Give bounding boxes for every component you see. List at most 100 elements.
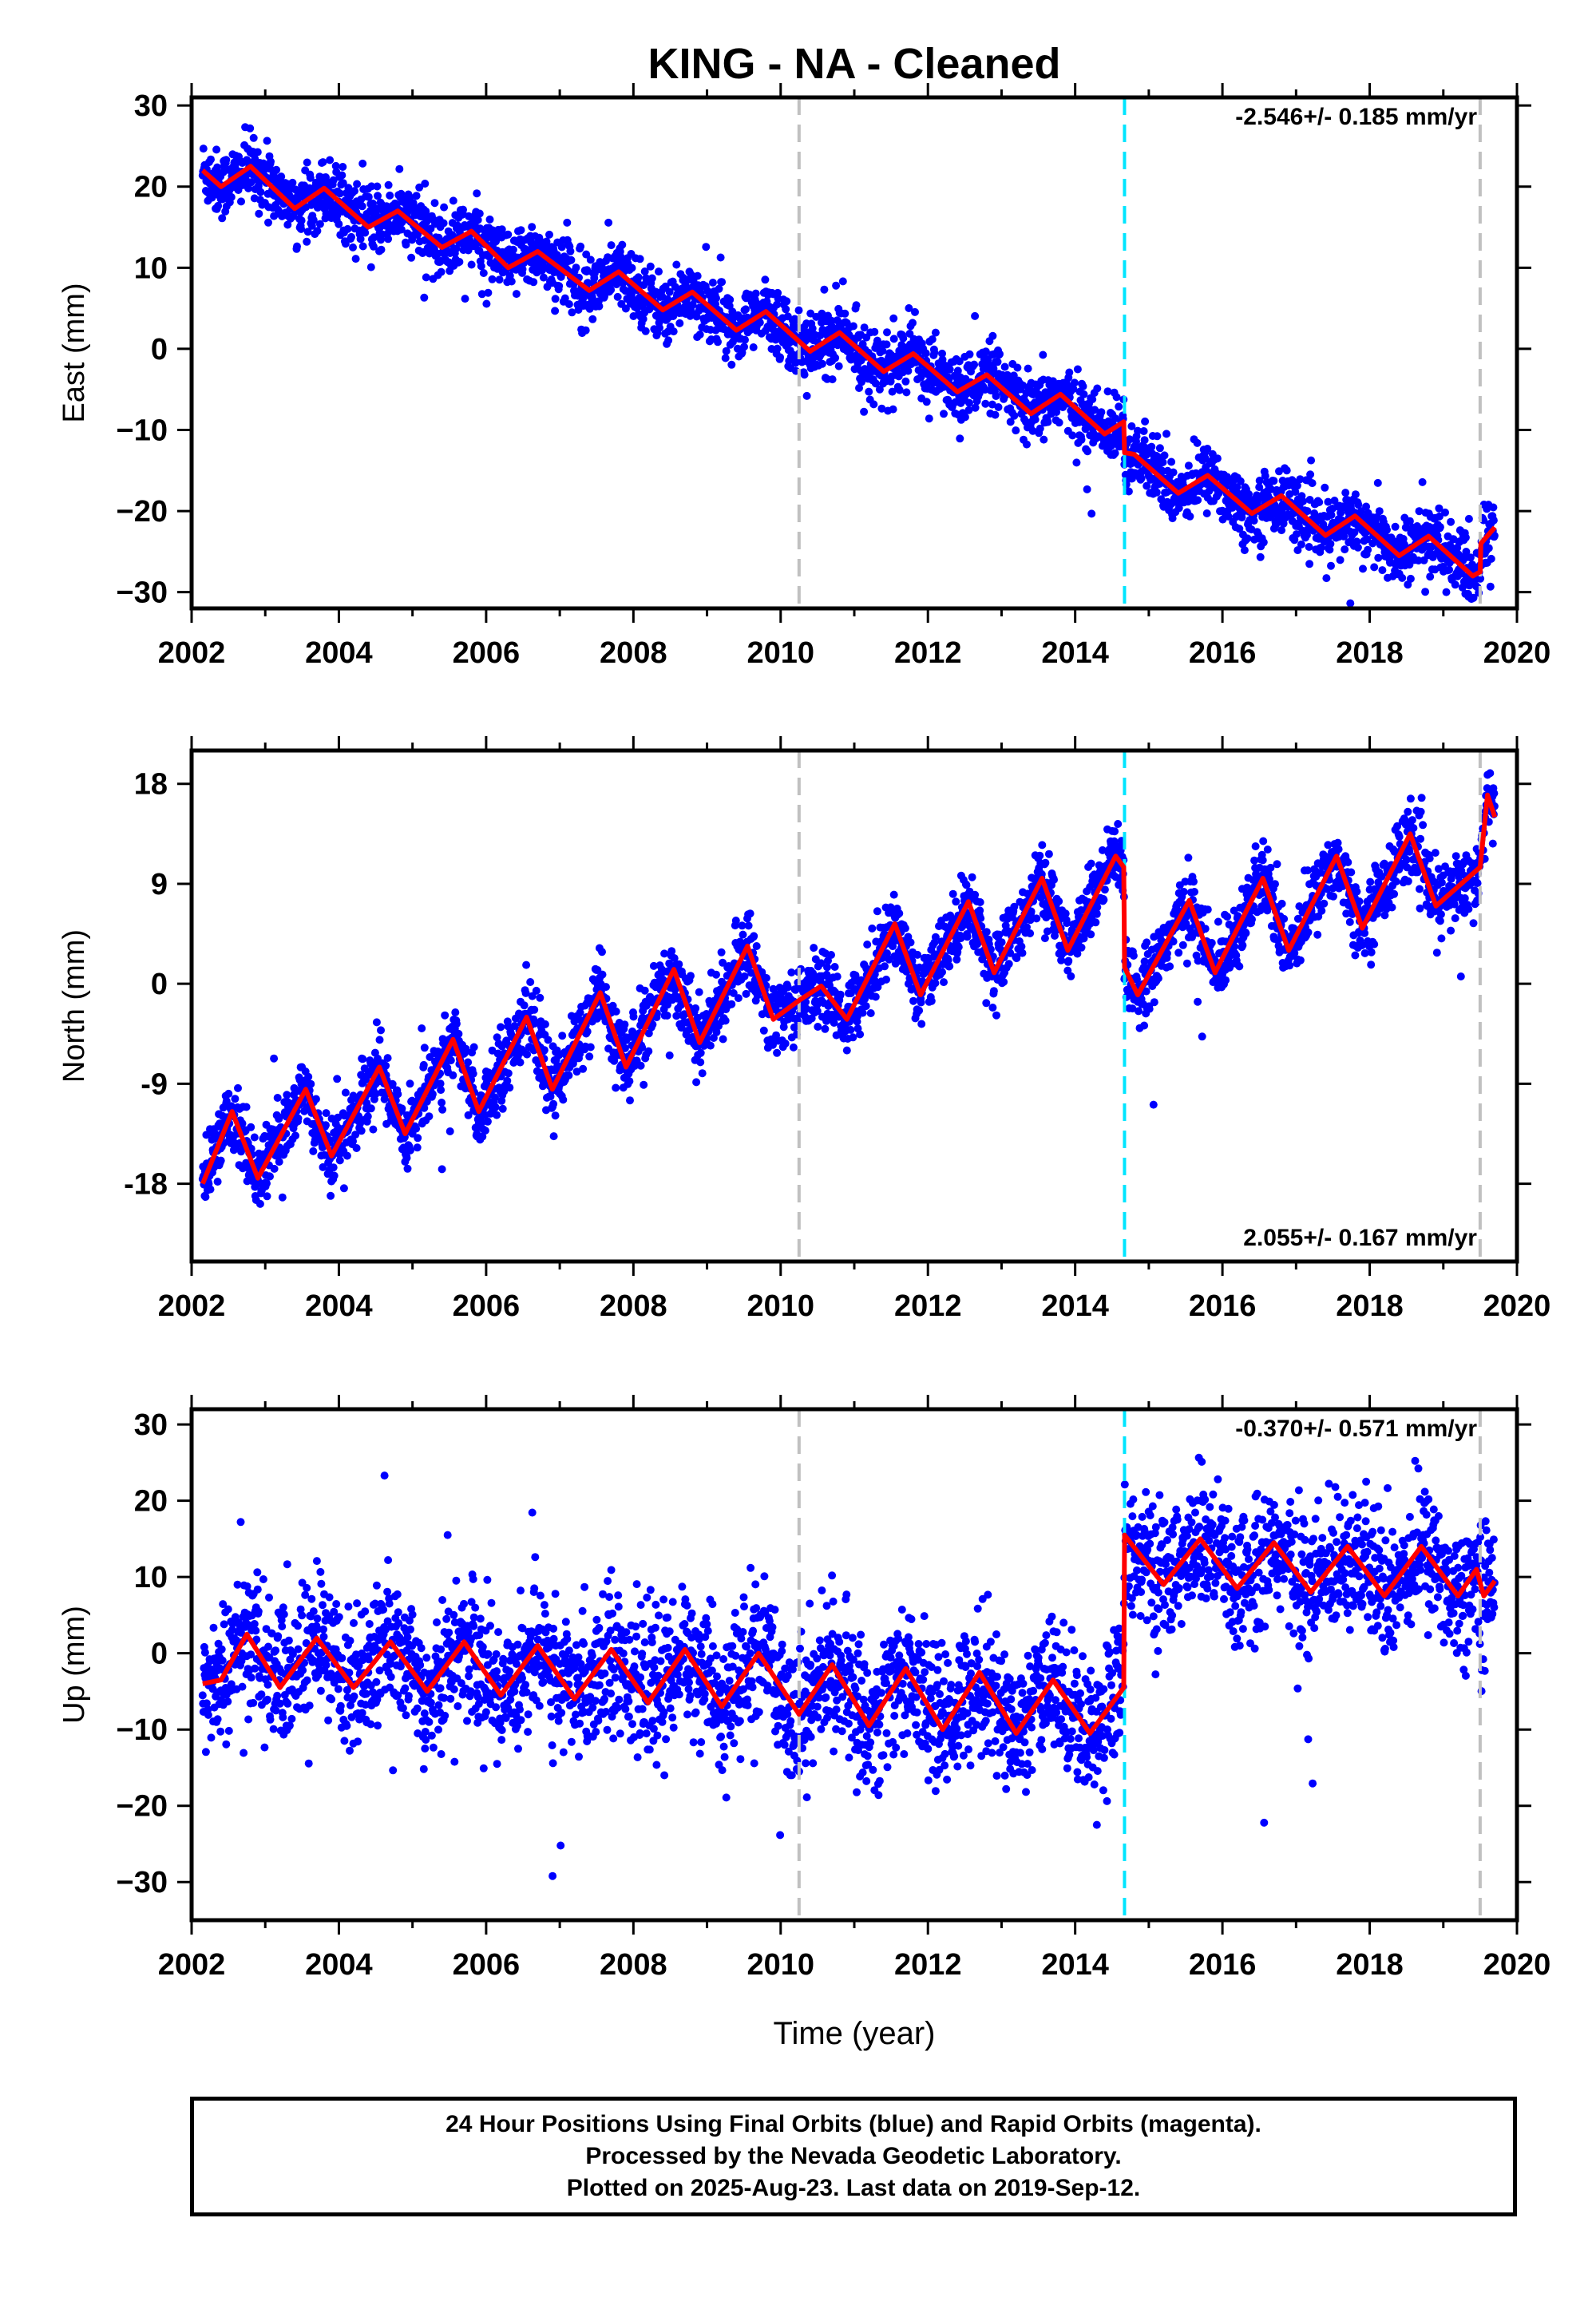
data-point <box>542 237 551 246</box>
data-point <box>370 233 378 242</box>
data-point <box>727 360 736 369</box>
y-axis-label: East (mm) <box>57 283 91 422</box>
data-point <box>477 262 485 271</box>
data-point <box>746 909 754 918</box>
data-point <box>1174 504 1183 513</box>
data-point <box>469 1043 478 1052</box>
data-point <box>914 366 923 374</box>
data-point <box>613 292 622 301</box>
data-point <box>227 192 236 201</box>
data-point <box>1303 507 1312 516</box>
data-point <box>1137 474 1146 483</box>
data-point <box>1451 580 1459 589</box>
data-point <box>568 308 576 317</box>
data-point <box>526 978 535 986</box>
data-point <box>1036 424 1044 433</box>
data-point <box>904 366 913 375</box>
data-point <box>224 1089 233 1098</box>
panels: 2002 2004 2006 2008 2010 2012 2014 2016 2018 2020… <box>57 83 1550 2051</box>
data-point <box>1435 512 1444 521</box>
data-point <box>955 357 964 366</box>
data-point <box>789 1043 798 1052</box>
data-point <box>414 230 422 239</box>
data-point <box>283 1091 291 1099</box>
data-point <box>727 1000 736 1008</box>
data-point <box>491 1103 500 1111</box>
data-point <box>421 180 430 188</box>
data-point <box>214 201 223 210</box>
data-point <box>693 271 702 280</box>
data-point <box>1445 565 1454 574</box>
data-point <box>1486 582 1495 591</box>
data-points <box>198 769 1499 1208</box>
data-point <box>852 301 861 310</box>
data-point <box>567 255 576 264</box>
data-point <box>1235 525 1244 533</box>
data-point <box>1193 438 1202 447</box>
data-point <box>1484 544 1493 553</box>
data-point <box>1346 599 1355 608</box>
data-point <box>329 176 338 184</box>
data-point <box>740 343 748 351</box>
data-point <box>744 921 753 930</box>
data-point <box>612 280 621 289</box>
data-point <box>1398 573 1407 582</box>
data-point <box>1378 566 1387 575</box>
data-point <box>357 1127 366 1135</box>
data-point <box>1363 535 1372 544</box>
data-point <box>981 347 990 356</box>
data-point <box>552 251 561 259</box>
data-point <box>250 1133 259 1142</box>
data-point <box>1202 509 1211 517</box>
data-point <box>438 1105 447 1114</box>
data-point <box>339 179 347 188</box>
data-point <box>602 983 610 992</box>
data-point <box>629 1012 638 1021</box>
data-point <box>530 1005 539 1014</box>
data-point <box>742 305 750 314</box>
data-point <box>1184 461 1193 470</box>
data-point <box>504 230 513 239</box>
data-point <box>1111 449 1119 457</box>
data-point <box>836 990 845 999</box>
data-point <box>430 199 439 208</box>
data-point <box>636 255 644 263</box>
data-point <box>902 388 911 397</box>
data-point <box>1293 481 1301 490</box>
data-point <box>309 216 318 224</box>
data-point <box>1336 556 1345 564</box>
data-point <box>395 164 404 173</box>
data-point <box>849 322 857 331</box>
data-point <box>595 302 604 311</box>
data-point <box>446 1127 454 1135</box>
data-point <box>536 993 545 1002</box>
data-point <box>372 1018 381 1027</box>
data-point <box>473 216 482 224</box>
data-point <box>734 994 743 1003</box>
data-point <box>339 163 347 171</box>
data-point <box>350 187 358 196</box>
data-point <box>484 288 493 297</box>
data-point <box>1447 517 1455 526</box>
data-point <box>551 295 560 303</box>
data-point <box>584 279 592 287</box>
data-point <box>1236 477 1245 485</box>
data-point <box>294 1114 303 1123</box>
data-point <box>1143 481 1151 490</box>
data-point <box>899 334 908 343</box>
data-point <box>625 1077 634 1086</box>
data-point <box>1115 402 1123 411</box>
data-point <box>1141 417 1150 426</box>
data-point <box>901 377 910 386</box>
data-point <box>1040 435 1048 444</box>
data-point <box>263 1192 271 1201</box>
data-point <box>199 145 208 153</box>
y-tick-label: 30 <box>134 89 168 123</box>
data-point <box>598 948 606 957</box>
data-point <box>1160 451 1169 460</box>
data-point <box>1245 489 1253 498</box>
data-point <box>1213 454 1222 463</box>
data-point <box>333 1075 342 1083</box>
data-point <box>1327 511 1336 519</box>
data-point <box>1124 487 1133 496</box>
